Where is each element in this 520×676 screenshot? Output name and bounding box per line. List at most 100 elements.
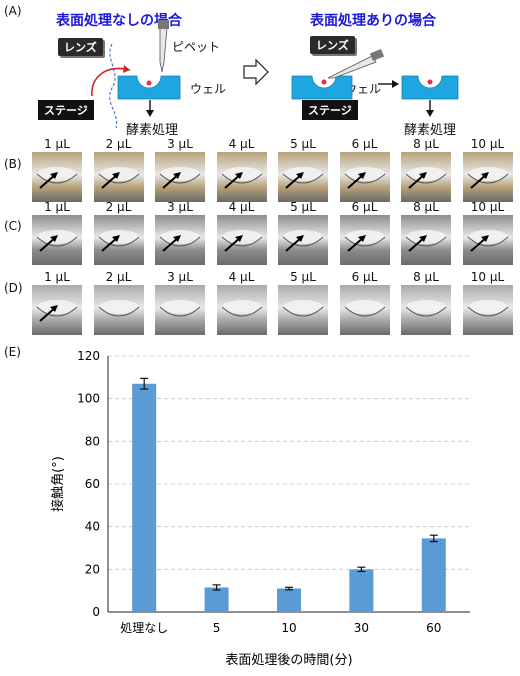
x-tick-label: 5	[213, 621, 221, 635]
volume-label: 4 µL	[228, 137, 255, 151]
pointer-arrow-head	[296, 172, 304, 179]
volume-label: 10 µL	[470, 270, 505, 284]
lens-label-right: レンズ	[310, 36, 355, 54]
enzyme-label-left: 酵素処理	[126, 123, 179, 138]
left-schematic-title: 表面処理なしの場合	[56, 13, 182, 29]
well-photo	[462, 285, 513, 335]
panel-label-a: (A)	[4, 4, 22, 18]
pointer-arrow-head	[173, 235, 181, 242]
well-photo	[339, 215, 390, 265]
volume-label: 8 µL	[413, 200, 439, 214]
pointer-arrow-head	[296, 235, 304, 242]
photo-cell: 10 µL	[462, 270, 513, 335]
volume-label: 3 µL	[167, 137, 193, 151]
panel-label-c: (C)	[4, 219, 22, 233]
y-tick-label: 100	[77, 392, 100, 406]
photo-cell: 10 µL	[462, 200, 513, 265]
photo-cell: 6 µL	[339, 270, 390, 335]
well-photo	[216, 285, 267, 335]
right-well-block	[291, 75, 353, 100]
well-photo	[155, 285, 205, 335]
volume-label: 6 µL	[351, 137, 378, 151]
photo-cell: 4 µL	[216, 137, 267, 202]
right-pipette	[327, 55, 377, 79]
photo-cell: 1 µL	[32, 270, 82, 335]
well-photo	[401, 152, 451, 202]
left-droplet	[146, 80, 152, 86]
well-photo	[216, 215, 267, 265]
pointer-arrow-head	[234, 172, 243, 179]
well-photo	[155, 215, 205, 265]
well-photo	[401, 285, 451, 335]
volume-label: 8 µL	[413, 137, 439, 151]
well-photo	[93, 215, 144, 265]
well-photo	[32, 215, 82, 265]
panel-label-b: (B)	[4, 157, 22, 171]
well-photo	[93, 152, 144, 202]
bar	[421, 538, 446, 612]
pointer-arrow-head	[480, 172, 489, 179]
photo-cell: 4 µL	[216, 200, 267, 265]
volume-label: 4 µL	[228, 200, 255, 214]
photo-cell: 4 µL	[216, 270, 267, 335]
well-photo	[216, 152, 267, 202]
photo-cell: 1 µL	[32, 137, 82, 202]
well-photo	[401, 215, 451, 265]
y-axis-label: 接触角(°)	[50, 456, 66, 512]
left-pipette	[159, 27, 168, 73]
volume-label: 1 µL	[44, 200, 70, 214]
photo-cell: 5 µL	[278, 200, 328, 265]
pointer-arrow-head	[357, 172, 366, 179]
x-tick-label: 10	[281, 621, 296, 635]
well-photo	[278, 152, 328, 202]
volume-label: 2 µL	[105, 270, 132, 284]
stage-label-left: ステージ	[38, 100, 94, 120]
volume-label: 5 µL	[290, 270, 316, 284]
well-photo	[32, 285, 82, 335]
photo-row-b: 1 µL 2 µL 3 µL 4 µL 5 µL 6 µL 8 µL 10 µL	[32, 137, 516, 202]
bar	[204, 587, 229, 612]
transition-arrow	[243, 58, 269, 86]
volume-label: 3 µL	[167, 200, 193, 214]
bar	[277, 588, 301, 612]
pointer-arrow-head	[234, 235, 243, 242]
x-tick-label: 30	[354, 621, 369, 635]
volume-label: 2 µL	[105, 200, 132, 214]
pointer-arrow-head	[419, 172, 427, 179]
photo-cell: 8 µL	[401, 270, 451, 335]
volume-label: 10 µL	[470, 200, 505, 214]
y-tick-label: 0	[92, 605, 100, 619]
pointer-arrow-head	[111, 235, 120, 242]
photo-cell: 6 µL	[339, 137, 390, 202]
volume-label: 10 µL	[470, 137, 505, 151]
well-label-right: ウェル	[345, 82, 382, 96]
pointer-arrow-head	[357, 235, 366, 242]
well-photo	[462, 215, 513, 265]
well-photo	[93, 285, 144, 335]
well-photo	[32, 152, 82, 202]
volume-label: 1 µL	[44, 270, 70, 284]
schematic-drawing	[91, 20, 459, 129]
photo-cell: 2 µL	[93, 270, 144, 335]
photo-cell: 8 µL	[401, 137, 451, 202]
panel-label-e: (E)	[4, 345, 21, 359]
photo-cell: 2 µL	[93, 137, 144, 202]
pointer-arrow-head	[480, 235, 489, 242]
contact-angle-chart: 0 20 40 60 80 100 120 処理なし 5 10 30 60 表面処理後の時間(分) 接触角…	[50, 349, 470, 668]
volume-label: 6 µL	[351, 200, 378, 214]
left-well-block	[117, 75, 181, 100]
photo-cell: 3 µL	[155, 270, 205, 335]
well-photo	[462, 152, 513, 202]
y-tick-label: 60	[85, 477, 100, 491]
well-photo	[339, 285, 390, 335]
well-photo	[278, 285, 328, 335]
photo-cell: 8 µL	[401, 200, 451, 265]
panel-label-d: (D)	[4, 281, 23, 295]
pointer-arrow-head	[419, 235, 427, 242]
x-tick-label: 60	[426, 621, 441, 635]
y-tick-label: 20	[85, 562, 100, 576]
volume-label: 5 µL	[290, 200, 316, 214]
pointer-arrow-head	[173, 172, 181, 179]
photo-cell: 1 µL	[32, 200, 82, 265]
photo-cell: 10 µL	[462, 137, 513, 202]
